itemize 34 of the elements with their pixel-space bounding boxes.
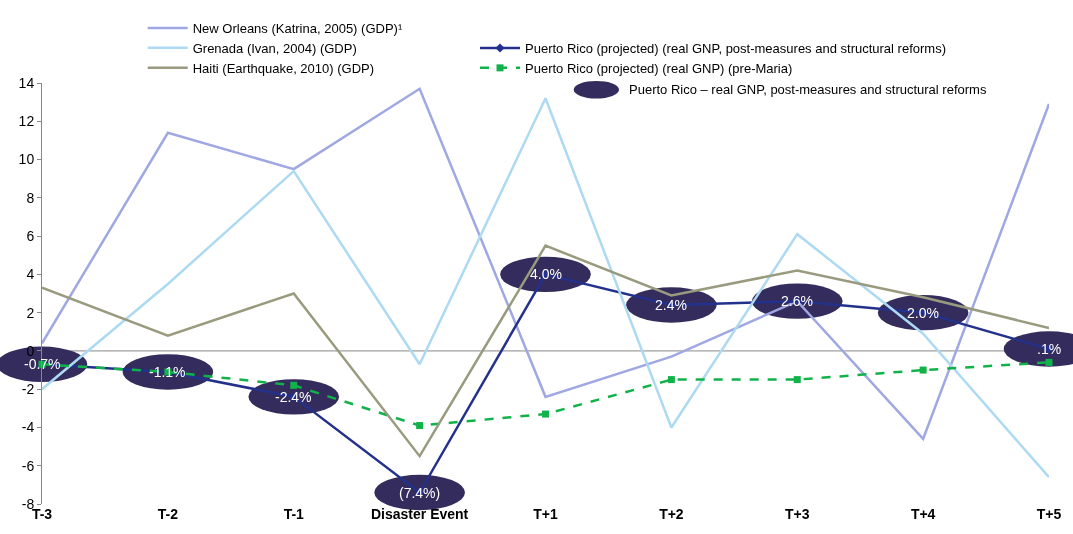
x-tick-label: T+4 [910, 506, 936, 522]
legend-label: Grenada (Ivan, 2004) (GDP) [192, 40, 357, 56]
data-label: .1% [1037, 341, 1062, 357]
y-tick-label: 6 [26, 227, 35, 244]
data-label: -1.1% [149, 364, 186, 380]
y-tick-label: 2 [26, 304, 35, 321]
data-label: -2.4% [275, 389, 312, 405]
x-tick-label: T+1 [533, 506, 558, 522]
x-tick-label: Disaster Event [370, 506, 469, 522]
legend-label: Haiti (Earthquake, 2010) (GDP) [192, 60, 375, 76]
x-tick-label: T-1 [283, 506, 305, 522]
x-tick-label: T+3 [784, 506, 810, 522]
annotation: Puerto Rico – real GNP, post-measures and structural reforms [629, 82, 987, 97]
y-tick-label: -2 [21, 381, 35, 398]
data-label: 2.6% [781, 293, 813, 309]
y-tick-label: -6 [21, 457, 35, 474]
y-tick-label: 8 [26, 189, 35, 206]
y-tick-label: 14 [18, 74, 35, 91]
y-tick-label: -4 [21, 419, 35, 436]
data-label: -0.7% [24, 356, 61, 372]
x-tick-label: T+2 [659, 506, 684, 522]
y-tick-label: 0 [26, 342, 35, 359]
y-tick-label: 12 [18, 113, 35, 130]
data-label: 2.4% [655, 297, 687, 313]
legend-label: New Orleans (Katrina, 2005) (GDP)¹ [192, 21, 403, 37]
y-tick-label: 10 [18, 151, 35, 168]
data-label: 2.0% [907, 305, 939, 321]
legend-label: Puerto Rico (projected) (real GNP, post-measures and structural reforms) [525, 41, 946, 57]
data-label: (7.4%) [399, 485, 441, 501]
legend-label: Puerto Rico (projected) (real GNP) (pre-Maria) [525, 60, 793, 76]
x-tick-label: T-2 [157, 506, 179, 522]
y-tick-label: 4 [26, 266, 35, 283]
data-label: 4.0% [530, 266, 562, 282]
x-tick-label: T+5 [1036, 506, 1062, 522]
